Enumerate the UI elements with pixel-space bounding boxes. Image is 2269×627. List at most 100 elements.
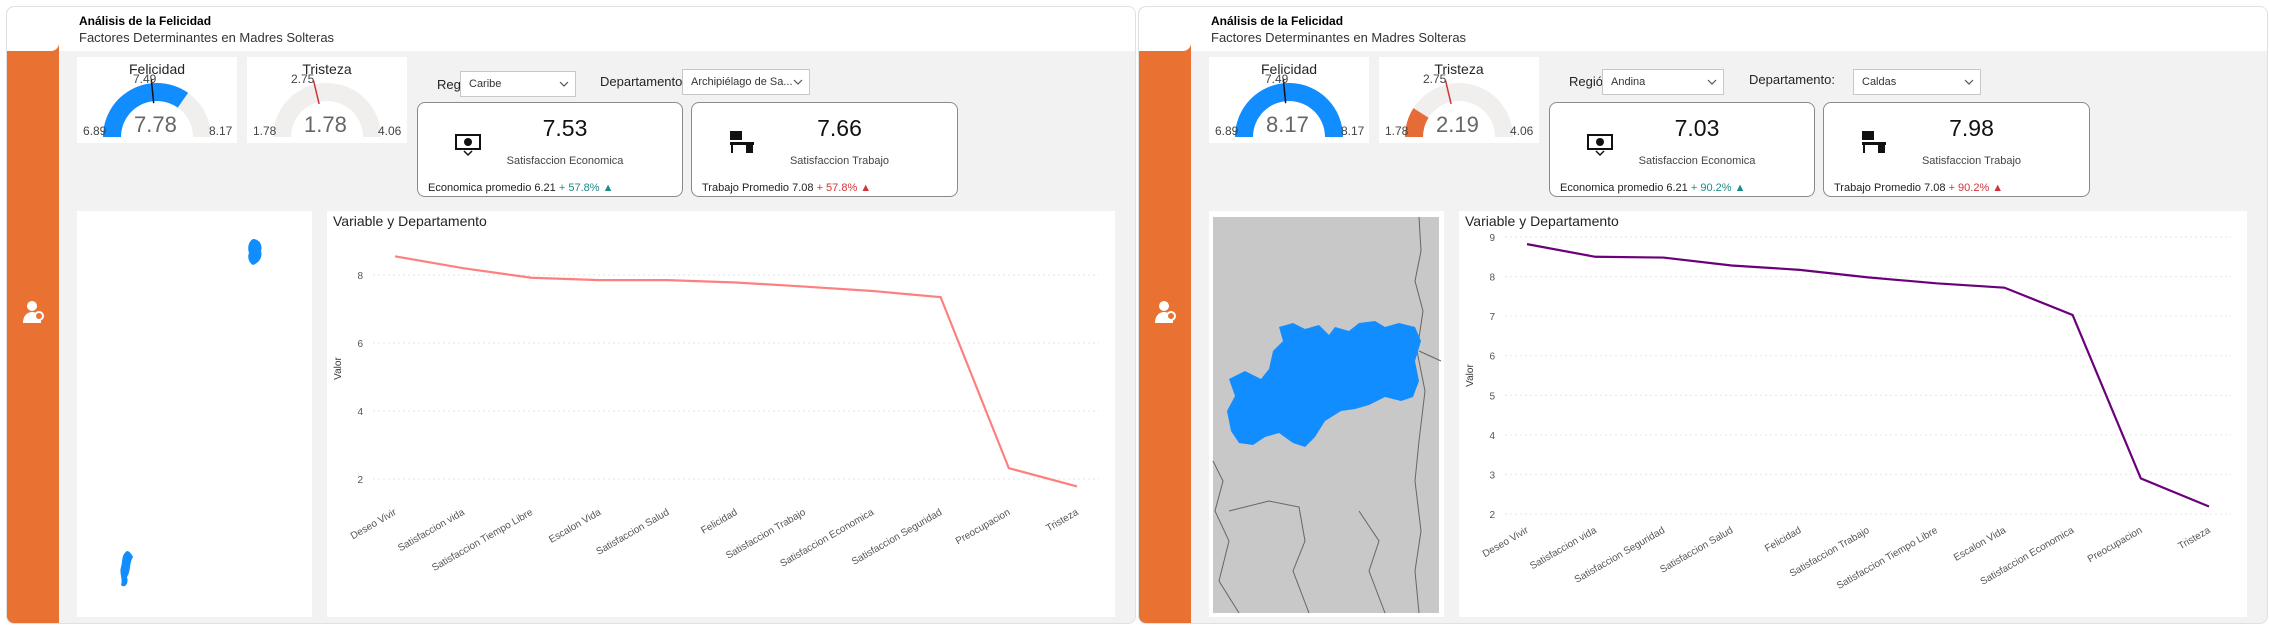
kpi-satisfaccion-economica[interactable]: 7.53 Satisfaccion Economica Economica pr… bbox=[417, 102, 683, 197]
felicidad-gauge bbox=[103, 79, 211, 137]
map-neighbor-border bbox=[1358, 510, 1386, 614]
kpi-satisfaccion-trabajo[interactable]: 7.98 Satisfaccion Trabajo Trabajo Promed… bbox=[1823, 102, 2090, 197]
gauge-title: Tristeza bbox=[302, 61, 352, 77]
map-neighbor-border bbox=[1418, 350, 1442, 362]
kpi-satisfaccion-economica[interactable]: 7.03 Satisfaccion Economica Economica pr… bbox=[1549, 102, 1815, 197]
y-tick-label: 8 bbox=[357, 271, 363, 282]
y-axis-label: Valor bbox=[1465, 364, 1476, 387]
x-tick-label: Deseo Vivir bbox=[349, 507, 399, 542]
gauge-fill bbox=[1235, 83, 1343, 137]
gauge-max-label: 4.06 bbox=[378, 124, 402, 138]
department-map[interactable] bbox=[1209, 211, 1444, 617]
gauge-max-label: 4.06 bbox=[1510, 124, 1534, 138]
tristeza-gauge bbox=[273, 80, 381, 137]
department-value: Archipiélago de Sa... bbox=[691, 76, 793, 88]
kpi-value: 7.66 bbox=[817, 115, 862, 141]
department-dropdown[interactable]: Caldas bbox=[1853, 69, 1981, 95]
gauge-target-marker bbox=[1282, 79, 1287, 104]
x-tick-label: Satisfaccion Salud bbox=[1658, 525, 1735, 576]
gauge-target-label: 2.75 bbox=[1423, 72, 1447, 86]
gauge-title: Felicidad bbox=[1260, 61, 1318, 77]
gauge-fill bbox=[103, 83, 189, 137]
x-tick-label: Preocupacion bbox=[954, 507, 1012, 547]
gauge-track bbox=[1405, 83, 1513, 137]
x-tick-label: Deseo Vivir bbox=[1481, 525, 1531, 560]
gauge-value: 1.78 bbox=[304, 112, 347, 137]
kpi-caption: Satisfaccion Economica bbox=[506, 155, 624, 167]
desk-icon bbox=[730, 131, 754, 153]
department-label: Departamento: bbox=[600, 74, 686, 89]
tristeza-gauge-card[interactable]: Tristeza 2.75 2.19 1.78 4.06 bbox=[1379, 57, 1539, 143]
gauge-min-label: 1.78 bbox=[1385, 124, 1409, 138]
series-line bbox=[1526, 243, 2210, 508]
y-tick-label: 2 bbox=[1489, 510, 1495, 521]
y-tick-label: 4 bbox=[1489, 431, 1495, 442]
dashboard-panel-2: Análisis de la Felicidad Factores Determ… bbox=[1138, 6, 2268, 624]
chevron-down-icon bbox=[1707, 79, 1717, 85]
kpi-footer-label: Trabajo Promedio 7.08 bbox=[1834, 182, 1946, 194]
page-subtitle: Factores Determinantes en Madres Soltera… bbox=[1211, 30, 1467, 45]
line-chart-card[interactable]: Variable y Departamento 2 3 4 5 6 7 8 9 Valor Des… bbox=[1459, 211, 2247, 617]
department-dropdown[interactable]: Archipiélago de Sa... bbox=[682, 69, 810, 95]
department-value: Caldas bbox=[1862, 76, 1897, 88]
department-map[interactable] bbox=[77, 211, 312, 617]
map-neighbor-border bbox=[1414, 216, 1426, 614]
money-icon bbox=[455, 134, 481, 157]
x-tick-label: Escalon Vida bbox=[1952, 525, 2008, 564]
person-icon[interactable] bbox=[19, 299, 47, 327]
kpi-footer-label: Economica promedio 6.21 bbox=[1560, 182, 1688, 194]
kpi-satisfaccion-trabajo[interactable]: 7.66 Satisfaccion Trabajo Trabajo Promed… bbox=[691, 102, 958, 197]
money-icon bbox=[1587, 134, 1613, 157]
felicidad-gauge-card[interactable]: Felicidad 7.49 7.78 6.89 8.17 bbox=[77, 57, 237, 143]
department-label: Departamento: bbox=[1749, 72, 1835, 87]
gauge-target-label: 7.49 bbox=[133, 72, 157, 86]
sidebar-top-tab[interactable] bbox=[7, 7, 59, 51]
sidebar bbox=[7, 7, 59, 623]
kpi-footer-label: Economica promedio 6.21 bbox=[428, 182, 556, 194]
chart-title: Variable y Departamento bbox=[333, 213, 487, 229]
gauge-target-marker bbox=[312, 80, 320, 105]
sidebar-top-tab[interactable] bbox=[1139, 7, 1191, 51]
x-tick-label: Satisfaccion vida bbox=[396, 507, 467, 554]
gauge-value: 2.19 bbox=[1436, 112, 1479, 137]
kpi-caption: Satisfaccion Trabajo bbox=[789, 155, 890, 167]
x-tick-label: Tristeza bbox=[2177, 525, 2213, 552]
kpi-footer-pct: + 90.2% bbox=[1690, 182, 1732, 194]
chevron-down-icon bbox=[1964, 79, 1974, 85]
map-island-san-andres bbox=[248, 239, 262, 265]
x-tick-label: Felicidad bbox=[699, 507, 739, 537]
gauge-min-label: 1.78 bbox=[253, 124, 277, 138]
y-tick-label: 5 bbox=[1489, 391, 1495, 402]
map-shapes bbox=[1212, 216, 1442, 614]
y-tick-label: 7 bbox=[1489, 312, 1495, 323]
region-dropdown[interactable]: Caribe bbox=[460, 71, 576, 97]
gauge-value: 8.17 bbox=[1266, 112, 1309, 137]
kpi-footer-pct: + 57.8% bbox=[816, 182, 858, 194]
region-dropdown[interactable]: Andina bbox=[1602, 69, 1724, 95]
page-header: Análisis de la Felicidad Factores Determ… bbox=[59, 7, 1135, 51]
series-line bbox=[394, 255, 1078, 488]
person-icon[interactable] bbox=[1151, 299, 1179, 327]
y-tick-label: 6 bbox=[357, 339, 363, 350]
x-tick-label: Escalon Vida bbox=[547, 507, 603, 546]
gauge-title: Tristeza bbox=[1434, 61, 1484, 77]
kpi-value: 7.98 bbox=[1949, 115, 1994, 141]
x-tick-label: Preocupacion bbox=[2086, 525, 2144, 565]
map-island-providencia bbox=[120, 551, 133, 587]
sidebar bbox=[1139, 7, 1191, 623]
gauge-min-label: 6.89 bbox=[83, 124, 107, 138]
felicidad-gauge-card[interactable]: Felicidad 7.49 8.17 6.89 8.17 bbox=[1209, 57, 1369, 143]
x-tick-label: Satisfaccion Salud bbox=[595, 507, 672, 558]
x-tick-label: Felicidad bbox=[1763, 525, 1803, 555]
tristeza-gauge-card[interactable]: Tristeza 2.75 1.78 1.78 4.06 bbox=[247, 57, 407, 143]
y-tick-label: 8 bbox=[1489, 273, 1495, 284]
kpi-footer: Economica promedio 6.21 + 57.8% ▲ bbox=[428, 182, 613, 194]
x-tick-label: Tristeza bbox=[1045, 507, 1081, 534]
kpi-footer-pct: + 57.8% bbox=[558, 182, 600, 194]
region-value: Andina bbox=[1611, 76, 1646, 88]
gauge-track bbox=[273, 83, 381, 137]
gauge-value: 7.78 bbox=[134, 112, 177, 137]
kpi-value: 7.53 bbox=[542, 115, 588, 141]
line-chart-card[interactable]: Variable y Departamento 2 4 6 8 Valor Deseo V… bbox=[327, 211, 1115, 617]
